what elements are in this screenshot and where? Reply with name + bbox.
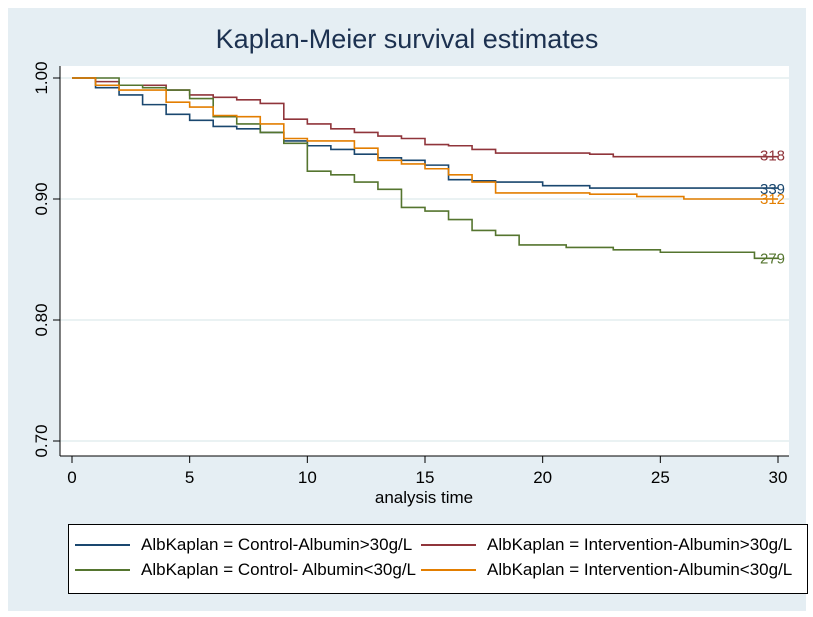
- y-tick-label: 1.00: [32, 61, 51, 94]
- legend-label-3: AlbKaplan = Control- Albumin<30g/L: [141, 560, 417, 579]
- end-label-3: 279: [760, 250, 785, 267]
- km-step-line-3: [72, 77, 778, 260]
- legend-label-1: AlbKaplan = Control-Albumin>30g/L: [141, 535, 413, 554]
- legend-entry-4: AlbKaplan = Intervention-Albumin<30g/L: [421, 558, 807, 582]
- grid-lines: [60, 77, 789, 442]
- km-step-line-4: [72, 77, 778, 200]
- axes: 0.70 0.80 0.90 1.00 0 5 10 15 20 25 30: [32, 61, 789, 487]
- legend-key-1: [75, 544, 130, 546]
- x-tick-label: 15: [416, 468, 435, 487]
- series-lines: [72, 77, 778, 260]
- x-tick-label: 20: [533, 468, 552, 487]
- km-step-line-1: [72, 77, 778, 189]
- legend-label-4: AlbKaplan = Intervention-Albumin<30g/L: [487, 560, 793, 579]
- y-tick-label: 0.70: [32, 424, 51, 457]
- end-label-2: 318: [760, 148, 785, 165]
- end-label-4: 312: [760, 191, 785, 208]
- legend-label-2: AlbKaplan = Intervention-Albumin>30g/L: [487, 535, 793, 554]
- legend-entry-3: AlbKaplan = Control- Albumin<30g/L: [75, 558, 535, 582]
- plot-area: [60, 66, 789, 456]
- y-tick-label: 0.90: [32, 182, 51, 215]
- legend-entry-2: AlbKaplan = Intervention-Albumin>30g/L: [421, 533, 807, 557]
- end-labels: 339 318 279 312: [760, 148, 785, 268]
- legend-key-4: [421, 569, 476, 571]
- legend-entry-1: AlbKaplan = Control-Albumin>30g/L: [75, 533, 535, 557]
- x-tick-label: 10: [298, 468, 317, 487]
- legend: AlbKaplan = Control-Albumin>30g/L AlbKapl…: [68, 524, 808, 594]
- legend-key-2: [421, 544, 476, 546]
- legend-key-3: [75, 569, 130, 571]
- y-tick-label: 0.80: [32, 303, 51, 336]
- end-label-1: 339: [760, 181, 785, 198]
- x-axis-label: analysis time: [375, 488, 473, 507]
- x-tick-label: 5: [185, 468, 194, 487]
- chart-title: Kaplan-Meier survival estimates: [215, 24, 599, 54]
- x-tick-label: 30: [769, 468, 788, 487]
- x-tick-label: 25: [651, 468, 670, 487]
- x-tick-label: 0: [67, 468, 76, 487]
